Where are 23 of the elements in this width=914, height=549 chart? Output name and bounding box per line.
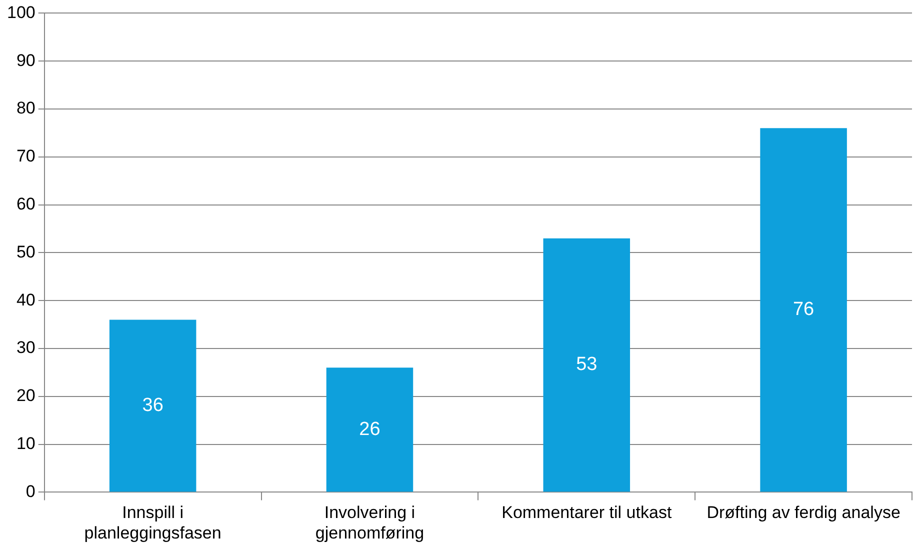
data-label: 53 xyxy=(576,354,598,376)
y-tick-label: 90 xyxy=(16,50,36,70)
y-tick-label: 80 xyxy=(16,98,36,118)
y-tick-label: 70 xyxy=(16,146,36,166)
y-tick-label: 0 xyxy=(26,482,36,501)
y-tick-label: 50 xyxy=(16,242,36,262)
y-tick-label: 30 xyxy=(16,338,36,358)
y-tick-label: 100 xyxy=(6,2,36,22)
x-tick-label: Kommentarer til utkast xyxy=(502,503,672,522)
data-label: 36 xyxy=(142,394,164,416)
y-tick-label: 60 xyxy=(16,194,36,214)
bar xyxy=(326,368,414,492)
x-tick-label: Involvering i gjennomføring xyxy=(315,503,424,542)
bar xyxy=(109,320,196,492)
y-tick-label: 40 xyxy=(16,290,36,310)
bar xyxy=(760,128,847,492)
y-tick-label: 10 xyxy=(16,434,36,453)
data-label: 76 xyxy=(792,299,814,320)
data-label: 26 xyxy=(359,418,380,440)
y-tick-label: 20 xyxy=(16,386,36,406)
x-tick-label: Drøfting av ferdig analyse xyxy=(706,503,900,522)
x-tick-label: Innspill i planleggingsfasen xyxy=(84,503,222,542)
bar xyxy=(543,238,630,492)
